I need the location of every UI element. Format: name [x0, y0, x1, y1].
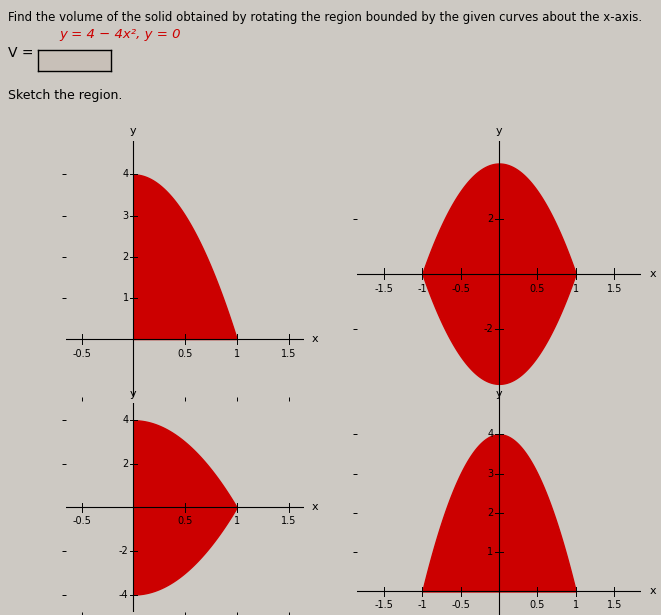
Text: 2: 2 [487, 508, 493, 518]
Text: 1: 1 [573, 284, 579, 294]
Text: x: x [650, 587, 656, 597]
Text: -2: -2 [119, 546, 129, 556]
Text: y: y [130, 389, 137, 399]
Text: -0.5: -0.5 [72, 516, 91, 526]
Text: 1.5: 1.5 [607, 284, 622, 294]
Text: -2: -2 [484, 323, 493, 334]
Text: 0.5: 0.5 [177, 349, 193, 359]
Text: -4: -4 [119, 590, 129, 600]
Text: -0.5: -0.5 [451, 284, 470, 294]
Text: 1.5: 1.5 [281, 516, 296, 526]
Text: 0.5: 0.5 [177, 516, 193, 526]
Text: -1.5: -1.5 [374, 284, 393, 294]
Text: Sketch the region.: Sketch the region. [8, 89, 122, 102]
Text: 2: 2 [122, 459, 129, 469]
Text: 2: 2 [487, 213, 493, 224]
Text: y: y [496, 126, 502, 136]
Text: y: y [496, 389, 502, 399]
Text: y = 4 − 4x², y = 0: y = 4 − 4x², y = 0 [59, 28, 181, 41]
Text: -1: -1 [418, 600, 427, 610]
Text: Find the volume of the solid obtained by rotating the region bounded by the give: Find the volume of the solid obtained by… [8, 11, 642, 24]
Text: 0.5: 0.5 [529, 284, 545, 294]
Text: 1: 1 [122, 293, 129, 303]
Text: 1: 1 [487, 547, 493, 557]
Text: 4: 4 [122, 169, 129, 180]
Text: 1.5: 1.5 [607, 600, 622, 610]
Text: y: y [130, 126, 137, 137]
Text: 0.5: 0.5 [529, 600, 545, 610]
Text: x: x [650, 269, 656, 279]
Text: 4: 4 [487, 429, 493, 439]
Text: 2: 2 [122, 252, 129, 262]
Text: 1: 1 [234, 516, 240, 526]
Text: 3: 3 [487, 469, 493, 478]
Text: V =: V = [8, 46, 34, 60]
Text: 4: 4 [122, 415, 129, 425]
Text: -0.5: -0.5 [72, 349, 91, 359]
Text: 1: 1 [234, 349, 240, 359]
Text: 1.5: 1.5 [281, 349, 296, 359]
Text: -1.5: -1.5 [374, 600, 393, 610]
Text: -1: -1 [418, 284, 427, 294]
Text: 1: 1 [573, 600, 579, 610]
Text: 3: 3 [122, 210, 129, 221]
Text: x: x [311, 502, 318, 512]
Text: x: x [311, 334, 318, 344]
Text: -0.5: -0.5 [451, 600, 470, 610]
